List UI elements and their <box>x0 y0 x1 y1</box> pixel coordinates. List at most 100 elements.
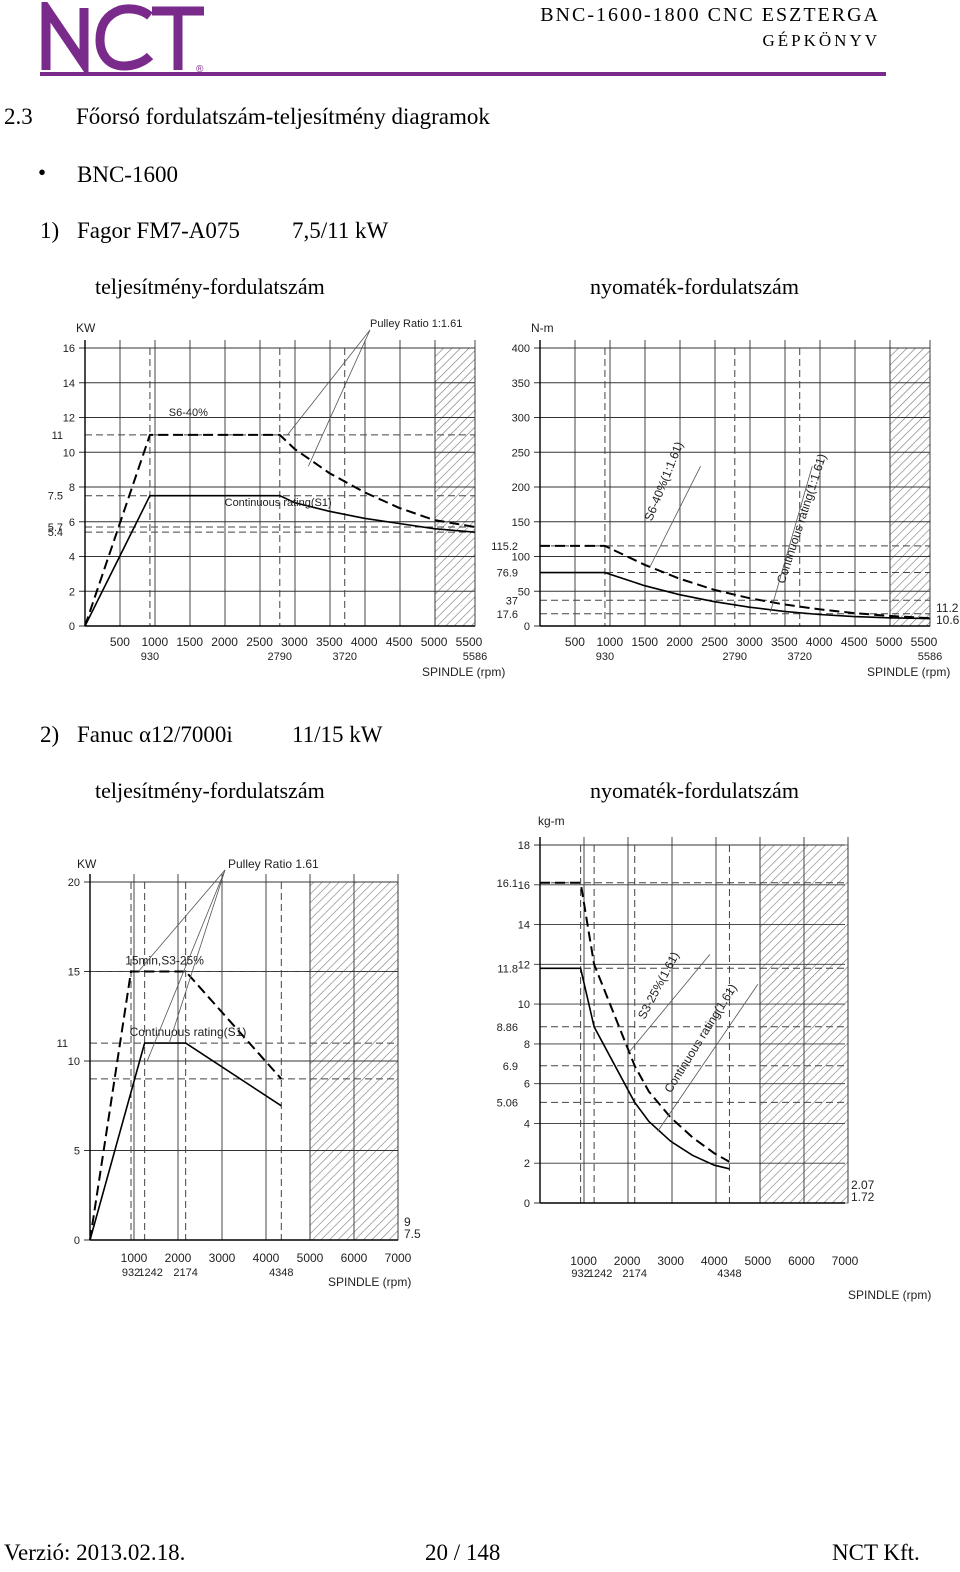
x-tick-label: 6000 <box>341 1251 368 1265</box>
series-line-peak <box>540 881 730 1163</box>
y-tick-label: 10 <box>518 999 530 1011</box>
y-tick-label: 250 <box>512 447 530 459</box>
series-label: Continuous rating(S1) <box>225 497 332 509</box>
y-tick-label: 400 <box>512 343 530 355</box>
footer-version: Verzió: 2013.02.18. <box>4 1540 186 1565</box>
y-extra-label: 11 <box>52 430 63 442</box>
annotation-leader <box>629 954 711 1053</box>
y-tick-label: 200 <box>512 482 530 494</box>
x-tick-label: 6000 <box>788 1254 815 1268</box>
x-tick-label: 2000 <box>211 635 238 649</box>
annotation-leader <box>657 983 759 1132</box>
series-line-peak <box>84 433 476 627</box>
x-tick-label: 7000 <box>832 1254 859 1268</box>
y-extra-label: 16.1 <box>497 878 518 890</box>
x-tick-label-secondary: 5586 <box>918 651 942 663</box>
y-tick-label: 8 <box>524 1039 530 1051</box>
y-tick-label: 5 <box>74 1146 80 1158</box>
motor2-number: 2) <box>40 722 60 747</box>
x-tick-label: 2000 <box>165 1251 192 1265</box>
grid <box>79 340 476 627</box>
y-tick-label: 2 <box>69 586 75 598</box>
y-tick-label: 14 <box>518 920 530 932</box>
chart-fagor-power: 0 2 4 6 8 10 12 14 16 11 7.5 5.75.4 500 1000 1500 2000 2… <box>48 318 506 679</box>
y-extra-label: 6.9 <box>503 1061 518 1073</box>
x-tick-label: 1000 <box>121 1251 148 1265</box>
y-extra-label: 76.9 <box>497 568 518 580</box>
y-tick-label: 14 <box>63 378 75 390</box>
y-axis-label: N-m <box>531 321 554 335</box>
annotation-leader <box>308 329 371 467</box>
x-tick-label: 1000 <box>570 1254 597 1268</box>
x-tick-label: 7000 <box>385 1251 412 1265</box>
y-tick-label: 20 <box>68 877 80 889</box>
motor1-number: 1) <box>40 218 60 243</box>
right-value-label: 1.72 <box>851 1190 875 1204</box>
y-tick-label: 4 <box>69 552 75 564</box>
y-extra-label: 8.86 <box>497 1022 518 1034</box>
motor1-power: 7,5/11 kW <box>292 218 389 243</box>
annotation-leader <box>770 466 813 613</box>
y-tick-label: 100 <box>512 552 530 564</box>
x-tick-label: 2000 <box>614 1254 641 1268</box>
y-tick-label: 15 <box>68 967 80 979</box>
annotation-leader <box>138 869 226 972</box>
grid <box>534 340 931 627</box>
x-tick-label-secondary: 932 <box>571 1268 589 1280</box>
x-tick-label: 5500 <box>456 635 483 649</box>
annotation-leader <box>287 329 371 436</box>
x-tick-label-secondary: 932 <box>122 1267 140 1279</box>
x-tick-label: 4500 <box>386 635 413 649</box>
y-tick-label: 4 <box>524 1118 530 1130</box>
y-tick-label: 18 <box>518 840 530 852</box>
motor2-right-title: nyomaték-fordulatszám <box>590 778 799 803</box>
series-line-continuous <box>84 494 476 627</box>
section-title: Főorsó fordulatszám-teljesítmény diagram… <box>76 104 490 129</box>
y-axis-label: KW <box>77 857 97 871</box>
bullet-icon: • <box>38 160 47 185</box>
y-tick-label: 16 <box>518 880 530 892</box>
chart-fanuc-power: 0 5 10 15 20 11 1000 2000 3000 4000 5000 6000 7000 93… <box>57 857 421 1289</box>
annotation-leader <box>649 465 701 568</box>
chart-fagor-torque: 0 50 100 150 200 250 300 350 400 115.2 76.9 37 17.6 5… <box>491 321 960 679</box>
right-value-label: 7.5 <box>404 1227 421 1241</box>
y-tick-label: 6 <box>69 517 75 529</box>
y-tick-label: 0 <box>524 1198 530 1210</box>
y-tick-label: 0 <box>74 1235 80 1247</box>
header-subtitle: GÉPKÖNYV <box>762 31 880 50</box>
y-tick-label: 6 <box>524 1079 530 1091</box>
x-tick-label: 3000 <box>209 1251 236 1265</box>
x-tick-label-secondary: 2790 <box>723 651 747 663</box>
y-extra-label: 11 <box>57 1038 68 1050</box>
x-tick-label: 4500 <box>841 635 868 649</box>
y-tick-label: 50 <box>518 586 530 598</box>
series-line-peak <box>89 970 283 1241</box>
x-axis-label: SPINDLE (rpm) <box>867 665 950 679</box>
y-tick-label: 10 <box>68 1056 80 1068</box>
y-tick-label: 12 <box>63 413 75 425</box>
x-tick-label-secondary: 1242 <box>588 1268 612 1280</box>
x-tick-label: 500 <box>565 635 585 649</box>
y-extra-label: 115.2 <box>491 541 518 553</box>
y-extra-label: 5.06 <box>497 1097 518 1109</box>
series-line-continuous <box>540 967 730 1170</box>
series-line-continuous <box>540 571 931 620</box>
chart-fanuc-torque: 0 2 4 6 8 10 12 14 16 18 16.1 11.8 8.86 6.9 5.06 1000 20… <box>497 814 932 1302</box>
right-value-label: 10.6 <box>936 613 960 627</box>
series-label: S6-40% <box>169 407 208 419</box>
svg-text:®: ® <box>196 64 204 74</box>
x-tick-label: 1000 <box>141 635 168 649</box>
x-tick-label-secondary: 4348 <box>269 1267 293 1279</box>
x-tick-label: 5500 <box>911 635 938 649</box>
y-axis-label: KW <box>76 321 96 335</box>
y-tick-label: 12 <box>518 959 530 971</box>
x-tick-label-secondary: 4348 <box>717 1268 741 1280</box>
right-value-label: 11.2 <box>936 601 959 615</box>
y-tick-label: 0 <box>69 621 75 633</box>
series-label: Continuous rating(1:1.61) <box>774 452 829 585</box>
header-title: BNC-1600-1800 CNC ESZTERGA <box>540 4 880 26</box>
x-axis-label: SPINDLE (rpm) <box>422 665 505 679</box>
motor2-power: 11/15 kW <box>292 722 383 747</box>
footer-page: 20 / 148 <box>425 1540 501 1565</box>
x-tick-label: 5000 <box>421 635 448 649</box>
